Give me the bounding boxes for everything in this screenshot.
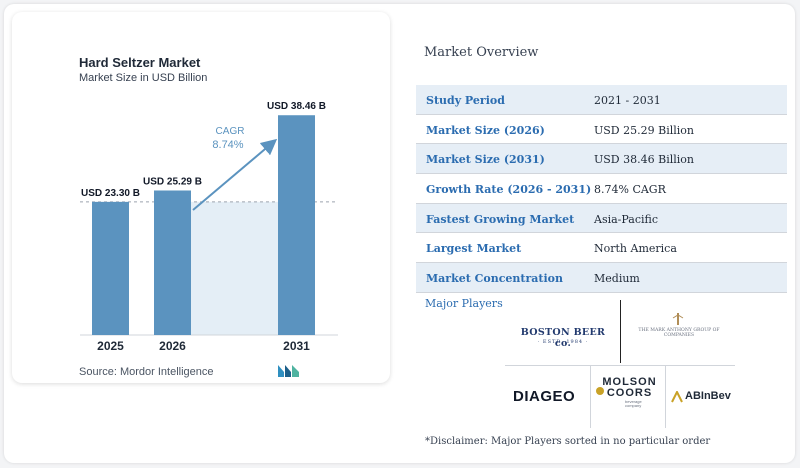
cagr-value: 8.74%: [212, 139, 243, 151]
overview-row: Market Size (2031) USD 38.46 Billion: [416, 144, 787, 175]
cagr-label: CAGR: [216, 126, 245, 137]
mark-anthony-logo: THE MARK ANTHONY GROUP OF COMPANIES: [638, 328, 720, 338]
bar-2025: [92, 201, 129, 335]
value-label-2025: USD 23.30 B: [81, 188, 140, 199]
row-label: Study Period: [426, 94, 505, 107]
overview-row: Largest Market North America: [416, 233, 787, 264]
abinbev-logo: ABInBev: [685, 390, 731, 402]
major-players-logos: BOSTON BEER co. · ESTD. 1984 · THE MARK …: [505, 300, 735, 430]
overview-title: Market Overview: [424, 45, 539, 60]
row-value: 8.74% CAGR: [594, 183, 666, 197]
value-label-2026: USD 25.29 B: [143, 176, 202, 187]
disclaimer: *Disclaimer: Major Players sorted in no …: [425, 436, 711, 447]
divider: [620, 300, 621, 363]
x-tick-2026: 2026: [159, 339, 186, 353]
row-label: Market Size (2026): [426, 123, 545, 137]
row-label: Market Size (2031): [426, 153, 545, 167]
row-label: Largest Market: [426, 242, 522, 256]
overview-row: Study Period 2021 - 2031: [416, 85, 787, 115]
chart-subtitle: Market Size in USD Billion: [79, 72, 208, 84]
x-tick-2031: 2031: [283, 339, 310, 353]
molson-logo-line2: COORS: [606, 387, 653, 399]
divider: [590, 366, 591, 428]
mark-anthony-crest-icon: [672, 313, 684, 325]
x-tick-2025: 2025: [97, 339, 124, 353]
row-label: Growth Rate (2026 - 2031): [426, 183, 592, 197]
row-value: Medium: [594, 272, 640, 286]
overview-row: Market Size (2026) USD 25.29 Billion: [416, 115, 787, 145]
row-value: 2021 - 2031: [594, 94, 661, 107]
molson-logo-sub: beverage company: [625, 399, 642, 408]
boston-beer-logo: BOSTON BEER co.: [520, 327, 606, 349]
row-value: USD 25.29 Billion: [594, 123, 694, 137]
major-players-title: Major Players: [425, 297, 503, 310]
bar-2026: [154, 190, 191, 335]
row-value: USD 38.46 Billion: [594, 153, 694, 167]
chart-title: Hard Seltzer Market: [79, 55, 201, 70]
divider: [665, 366, 666, 428]
abinbev-mark-icon: [671, 391, 683, 403]
cagr-arrow: [192, 138, 278, 211]
molson-logo-line1: MOLSON: [602, 376, 657, 388]
mordor-logo-icon: [278, 365, 299, 377]
molson-coors-mark-icon: [596, 387, 604, 395]
molson-coors-logo: MOLSON COORS: [597, 377, 662, 399]
value-label-2031: USD 38.46 B: [267, 101, 326, 112]
bar-chart: USD 23.30 B 2025 USD 25.29 B 2026 USD 38.46 …: [80, 101, 338, 353]
row-value: North America: [594, 242, 677, 256]
overview-row: Fastest Growing Market Asia-Pacific: [416, 203, 787, 234]
row-label: Fastest Growing Market: [426, 212, 575, 226]
overview-row: Market Concentration Medium: [416, 263, 787, 293]
row-label: Market Concentration: [426, 272, 564, 286]
row-value: Asia-Pacific: [594, 212, 659, 226]
overview-table: Study Period 2021 - 2031 Market Size (20…: [416, 85, 787, 293]
diageo-logo: DIAGEO: [513, 388, 576, 405]
source-note: Source: Mordor Intelligence: [79, 366, 214, 378]
overview-row: Growth Rate (2026 - 2031) 8.74% CAGR: [416, 174, 787, 204]
growth-area: [191, 201, 278, 335]
bar-2031: [278, 115, 315, 335]
divider: [505, 365, 735, 366]
boston-beer-logo-sub: · ESTD. 1984 ·: [537, 339, 589, 345]
